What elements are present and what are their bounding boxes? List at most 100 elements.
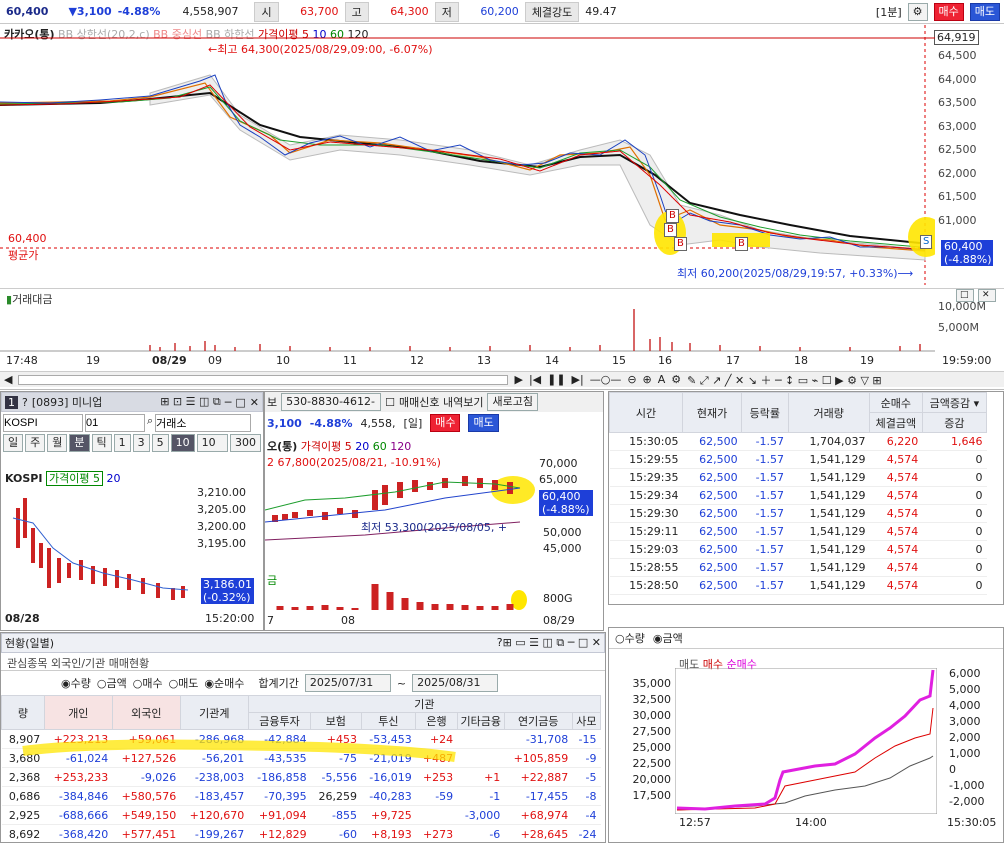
period-10[interactable]: 10	[170, 434, 195, 452]
window-tools-icon[interactable]: ⊞ ⊡ ☰ ◫ ⧉	[160, 395, 221, 408]
account-select[interactable]: 530-8830-4612-	[281, 393, 382, 411]
close-window-icon[interactable]: ✕	[249, 395, 259, 409]
daily-buy-button[interactable]: 매수	[430, 414, 461, 432]
exchange-input[interactable]	[155, 414, 252, 432]
table-row[interactable]: 15:30:05 62,500 -1.57 1,704,037 6,220 1,646	[609, 432, 987, 451]
opt-qty[interactable]: ◉수량	[61, 677, 91, 690]
table-row[interactable]: 15:28:55 62,500 -1.57 1,541,129 4,574 0	[609, 558, 987, 577]
period-day[interactable]: 일	[3, 434, 24, 452]
col-pension[interactable]: 연기금등	[503, 712, 573, 730]
opt-net[interactable]: ◉순매수	[204, 677, 245, 690]
radio-qty[interactable]: ○수량	[615, 632, 645, 645]
table-row[interactable]: 15:29:35 62,500 -1.57 1,541,129 4,574 0	[609, 468, 987, 487]
period-week[interactable]: 주	[25, 434, 46, 452]
checkbox-icon[interactable]: ☐	[385, 395, 395, 409]
period-tick[interactable]: 틱	[91, 434, 112, 452]
col-other-financial[interactable]: 기타금융	[456, 712, 505, 730]
col-change[interactable]: 증감	[921, 412, 988, 433]
help-icon[interactable]: ?	[22, 395, 28, 409]
flow-right-tick: -2,000	[949, 795, 985, 808]
zoom-in-icon[interactable]: ⊕	[642, 373, 652, 386]
code-input[interactable]	[85, 414, 145, 432]
sell-button[interactable]: 매도	[969, 2, 1000, 21]
date-from[interactable]: 2025/07/31	[304, 674, 391, 692]
text-tool-icon[interactable]: A	[657, 373, 666, 386]
col-foreign[interactable]: 외국인	[111, 695, 181, 730]
close-icon[interactable]: ✕	[978, 289, 996, 302]
count2-input[interactable]: 300	[229, 434, 261, 452]
period-label[interactable]: [1분]	[875, 5, 902, 19]
table-row[interactable]: 8,692 -368,420 +577,451 -199,267 +12,829 -60 +…	[1, 824, 601, 842]
daily-sell-button[interactable]: 매도	[468, 414, 499, 432]
settings-icon[interactable]: ⚙	[907, 2, 928, 21]
col-private[interactable]: 사모	[571, 712, 602, 730]
investor-tab[interactable]: 관심종목 외국인/기관 매매현황	[1, 653, 605, 671]
buy-button[interactable]: 매수	[933, 2, 964, 21]
period-3[interactable]: 3	[132, 434, 150, 452]
restore-icon[interactable]: □	[235, 395, 246, 409]
period-minute[interactable]: 분	[69, 434, 90, 452]
scroll-right-icon[interactable]: ▶	[514, 373, 523, 386]
chart-scrollbar[interactable]	[18, 374, 509, 385]
metric-select[interactable]: 금액증감 ▾	[921, 392, 988, 413]
mini-legend: KOSPI 가격이평 5 20	[5, 470, 120, 486]
refresh-button[interactable]: 새로고침	[487, 393, 538, 411]
investor-window-icons[interactable]: ?⊞ ▭ ☰ ◫ ⧉ ─ □ ✕	[496, 636, 601, 649]
period-5[interactable]: 5	[151, 434, 169, 452]
col-individual[interactable]: 개인	[43, 695, 113, 730]
table-cell: +12,829	[248, 824, 311, 842]
zoom-out-icon[interactable]: ⊖	[627, 373, 637, 386]
table-cell: 15:29:11	[609, 522, 683, 541]
index-input[interactable]	[3, 414, 83, 432]
daily-current-box: 60,400 (-4.88%)	[539, 490, 593, 516]
opt-buy[interactable]: ○매수	[132, 677, 163, 690]
table-row[interactable]: 15:29:30 62,500 -1.57 1,541,129 4,574 0	[609, 504, 987, 523]
col-trade-amount[interactable]: 체결금액	[868, 412, 923, 433]
minimize-icon[interactable]: ─	[224, 395, 232, 409]
pause-icon[interactable]: ❚❚	[547, 373, 566, 386]
draw-tools-icon[interactable]: ✎ ⤢ ↗ ╱ ✕ ↘ ＋ ─ ↕ ▭ ⌁ ☐ ▶ ⚙ ▽ ⊞	[687, 373, 882, 387]
opt-sell[interactable]: ○매도	[168, 677, 199, 690]
table-row[interactable]: 15:28:50 62,500 -1.57 1,541,129 4,574 0	[609, 576, 987, 595]
zoom-slider[interactable]: —○—	[589, 373, 622, 386]
opt-amount[interactable]: ○금액	[96, 677, 127, 690]
table-row[interactable]: 0,686 -384,846 +580,576 -183,457 -70,395 26,2…	[1, 786, 601, 806]
maximize-icon[interactable]: □	[956, 289, 974, 302]
col-volume[interactable]: 거래량	[787, 392, 870, 433]
table-row[interactable]: 15:29:03 62,500 -1.57 1,541,129 4,574 0	[609, 540, 987, 559]
col-insurance[interactable]: 보험	[310, 712, 362, 730]
col-net-buy[interactable]: 순매수	[868, 392, 923, 413]
col-trust[interactable]: 투신	[360, 712, 417, 730]
signal-history-link[interactable]: 매매신호 내역보기	[399, 396, 484, 409]
table-cell: 4,574	[869, 576, 923, 595]
col-bank[interactable]: 은행	[415, 712, 458, 730]
period-1[interactable]: 1	[113, 434, 131, 452]
table-row[interactable]: 2,925 -688,666 +549,150 +120,670 +91,094 -855…	[1, 805, 601, 825]
gear-icon[interactable]: ⚙	[671, 373, 682, 386]
table-row[interactable]: 2,368 +253,233 -9,026 -238,003 -186,858 -5,55…	[1, 767, 601, 787]
daily-vol-label: 금	[267, 574, 278, 587]
last-icon[interactable]: ▶|	[571, 373, 584, 386]
col-financial[interactable]: 금융투자	[247, 712, 312, 730]
table-row[interactable]: 15:29:34 62,500 -1.57 1,541,129 4,574 0	[609, 486, 987, 505]
table-cell: -1.57	[741, 576, 789, 595]
date-to[interactable]: 2025/08/31	[412, 674, 499, 692]
x-tick: 09	[208, 354, 222, 367]
account-tab[interactable]: 보	[267, 396, 278, 409]
table-row[interactable]: 15:29:55 62,500 -1.57 1,541,129 4,574 0	[609, 450, 987, 469]
col-qty[interactable]: 량	[1, 695, 45, 730]
search-icon[interactable]: ⌕	[147, 414, 154, 427]
first-icon[interactable]: |◀	[528, 373, 542, 386]
volume-bars-svg	[0, 309, 935, 352]
count-select[interactable]: 10	[196, 434, 228, 452]
col-time[interactable]: 시간	[609, 392, 684, 433]
scroll-left-icon[interactable]: ◀	[4, 373, 13, 386]
table-cell: -16,019	[361, 767, 416, 787]
col-price[interactable]: 현재가	[682, 392, 743, 433]
table-row[interactable]: 3,680 -61,024 +127,526 -56,201 -43,535 -75 -21…	[1, 748, 601, 768]
table-row[interactable]: 15:29:11 62,500 -1.57 1,541,129 4,574 0	[609, 522, 987, 541]
period-month[interactable]: 월	[47, 434, 68, 452]
col-rate[interactable]: 등락률	[741, 392, 789, 433]
col-institution[interactable]: 기관계	[179, 695, 249, 730]
radio-amount[interactable]: ◉금액	[652, 632, 683, 645]
